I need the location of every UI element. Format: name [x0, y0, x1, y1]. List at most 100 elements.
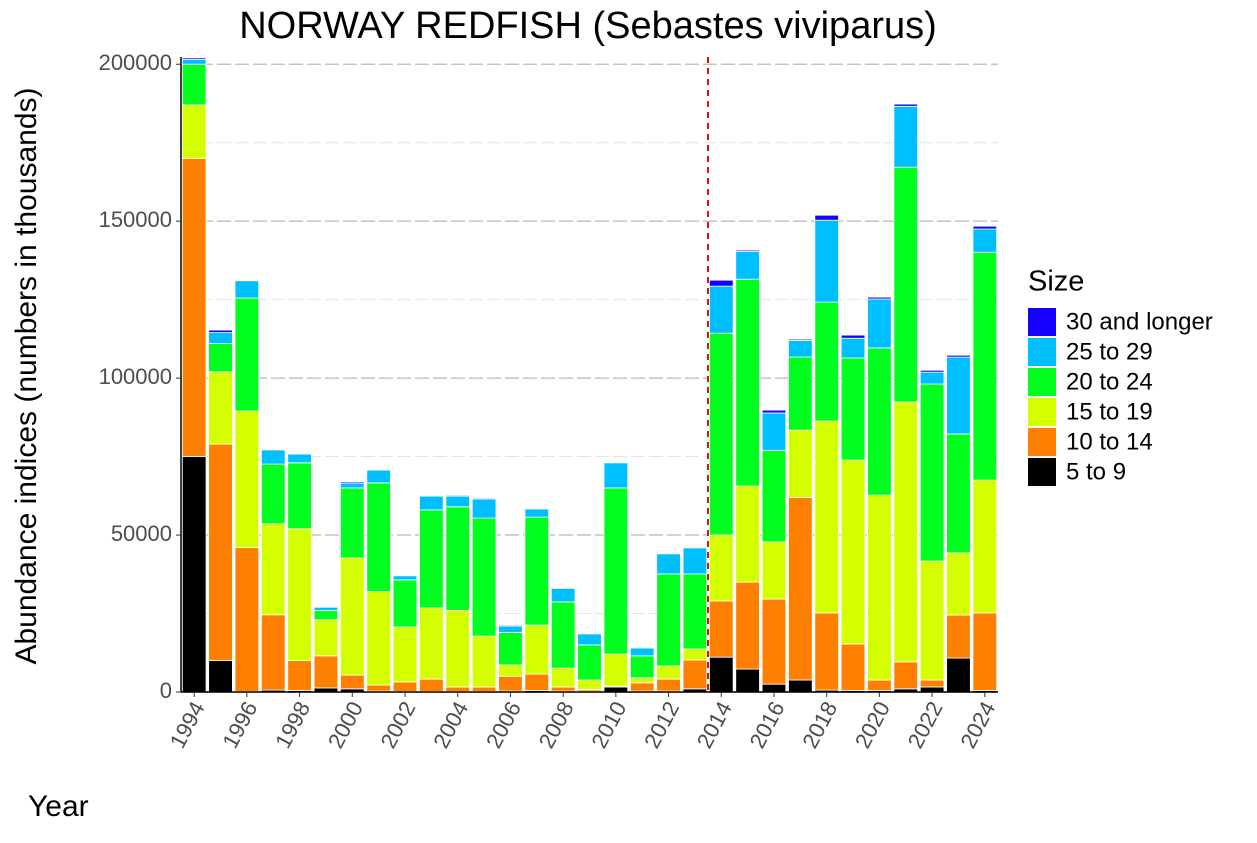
bar-segment [181, 104, 207, 159]
bar-segment [919, 560, 945, 681]
bar-segment [445, 495, 470, 508]
bar-segment [682, 648, 708, 661]
x-tick-label: 2002 [376, 697, 421, 752]
x-tick-label: 2000 [323, 697, 368, 752]
bar-segment [972, 479, 998, 614]
x-tick-label: 1998 [270, 697, 315, 752]
bar-segment [656, 665, 681, 680]
bar-segment [840, 357, 866, 461]
bar-segment [550, 686, 576, 692]
bar-segment [577, 644, 602, 681]
bar-segment [972, 228, 998, 253]
legend-title: Size [1028, 266, 1084, 298]
bar-segment [946, 433, 971, 554]
bar-segment [392, 626, 418, 683]
legend-label: 25 to 29 [1066, 338, 1153, 365]
bar-segment [867, 494, 892, 681]
bar-segment [629, 647, 655, 657]
y-axis-label: Abundance indices (numbers in thousands) [10, 87, 43, 664]
bar-segment [629, 655, 655, 679]
bar-segment [181, 57, 207, 60]
bar-segment [524, 624, 550, 675]
legend-swatch [1028, 398, 1056, 426]
bar-segment [340, 482, 365, 489]
x-tick-label: 2018 [797, 697, 842, 752]
x-tick-label: 2016 [744, 697, 789, 752]
bar-segment [208, 443, 233, 662]
bar-segment [735, 485, 760, 583]
bar-segment [919, 679, 945, 688]
bar-segment [656, 573, 681, 667]
bar-segment [287, 462, 312, 530]
bar-segment [471, 686, 497, 692]
legend-swatch [1028, 338, 1056, 366]
x-tick-label: 2008 [534, 697, 579, 752]
bar-segment [788, 679, 813, 693]
bar-segment [340, 674, 365, 690]
bar-segment [735, 581, 760, 670]
bar-segment [419, 678, 444, 692]
bar-segment [445, 686, 470, 692]
bar-segment [761, 449, 787, 543]
bar-segment [946, 657, 971, 693]
bar-segment [867, 347, 892, 496]
bar-segment [260, 614, 286, 691]
bar-segment [577, 633, 602, 646]
bar-segment [366, 684, 391, 692]
bar-segment [208, 343, 233, 373]
bar-segment [340, 481, 365, 484]
bar-segment [550, 588, 576, 603]
x-tick-label: 1996 [217, 697, 262, 752]
legend-swatch [1028, 428, 1056, 456]
y-tick-label: 200000 [99, 50, 172, 75]
bar-segment [761, 683, 787, 693]
bar-segment [946, 552, 971, 616]
x-tick-label: 2024 [955, 697, 1000, 752]
bar-segment [577, 679, 602, 690]
legend-swatch [1028, 458, 1056, 486]
bar-segment [972, 251, 998, 481]
bar-segment [471, 517, 497, 637]
bar-segment [656, 553, 681, 575]
bar-segment [208, 332, 233, 344]
bar-segment [234, 280, 260, 299]
bar-segment [366, 469, 391, 484]
bar-segment [788, 356, 813, 431]
bar-segment [498, 625, 523, 633]
chart-title: NORWAY REDFISH (Sebastes viviparus) [239, 5, 937, 47]
bar-segment [709, 534, 734, 602]
bar-segment [260, 463, 286, 525]
bar-segment [867, 296, 892, 300]
bar-segment [867, 679, 892, 691]
bar-segment [419, 495, 444, 511]
bar-segment [445, 506, 470, 611]
bar-segment [392, 681, 418, 692]
bar-segment [181, 157, 207, 457]
bar-segment [919, 686, 945, 693]
bar-segment [498, 664, 523, 677]
bar-segment [761, 541, 787, 600]
bar-segment [550, 667, 576, 688]
bar-segment [629, 677, 655, 684]
bar-segment [498, 631, 523, 666]
bar-segment [814, 612, 839, 691]
bar-segment [287, 528, 312, 662]
x-tick-label: 1994 [165, 697, 210, 752]
bar-segment [498, 675, 523, 692]
bar-segment [840, 643, 866, 691]
bar-segment [735, 250, 760, 280]
bar-segment [313, 609, 339, 621]
bar-segment [709, 285, 734, 334]
bar-segment [260, 523, 286, 616]
bar-segment [524, 516, 550, 626]
bar-segment [946, 356, 971, 435]
bar-segment [340, 487, 365, 559]
bar-segment [788, 338, 813, 341]
bar-segment [919, 383, 945, 562]
bars [181, 57, 998, 693]
bar-segment [392, 579, 418, 628]
bar-segment [208, 660, 233, 693]
bar-segment [603, 653, 629, 687]
bar-segment [814, 219, 839, 303]
bar-segment [629, 682, 655, 692]
